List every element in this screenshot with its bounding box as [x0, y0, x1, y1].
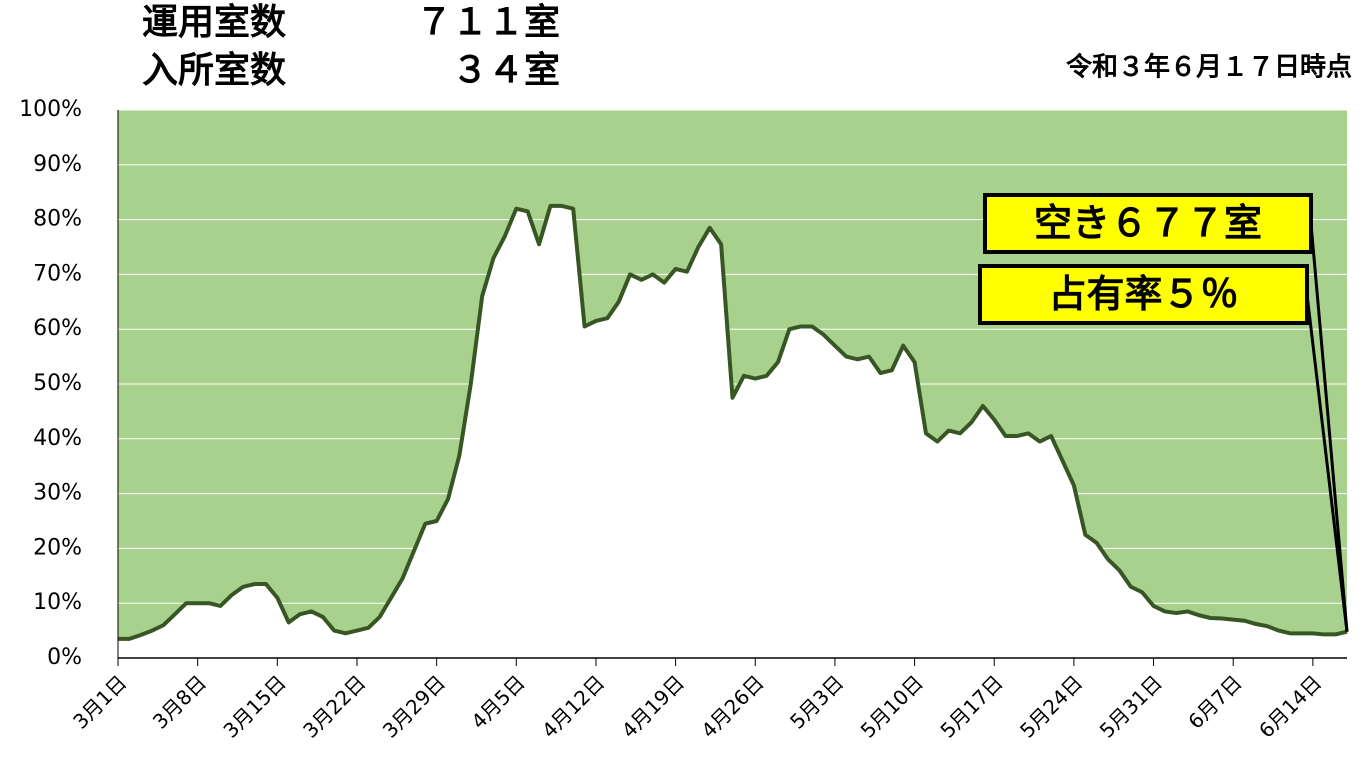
header-label: 運用室数 [142, 2, 286, 43]
x-tick-label: 6月7日 [1183, 670, 1246, 733]
annotation: 占有率５％ [1048, 272, 1238, 316]
y-tick-label: 30% [33, 481, 82, 506]
y-tick-label: 100% [19, 97, 82, 122]
x-tick-label: 4月19日 [617, 670, 689, 742]
y-tick-label: 80% [33, 207, 82, 232]
y-tick-label: 60% [33, 316, 82, 341]
x-tick-label: 6月14日 [1254, 670, 1326, 742]
x-tick-label: 4月5日 [466, 670, 529, 733]
annotation: 空き６７７室 [1034, 201, 1262, 245]
y-tick-label: 70% [33, 261, 82, 286]
annotation-box [978, 264, 1309, 325]
x-tick-label: 4月26日 [696, 670, 768, 742]
x-tick-label: 5月31日 [1095, 670, 1167, 742]
x-tick-label: 5月10日 [856, 670, 928, 742]
y-tick-label: 40% [33, 426, 82, 451]
header-value: ３４室 [452, 50, 560, 91]
y-tick-label: 50% [33, 371, 82, 396]
x-tick-label: 5月24日 [1015, 670, 1087, 742]
y-tick-label: 90% [33, 152, 82, 177]
x-tick-label: 3月15日 [218, 670, 290, 742]
x-tick-label: 3月22日 [298, 670, 370, 742]
x-tick-label: 5月17日 [935, 670, 1007, 742]
y-tick-label: 10% [33, 590, 82, 615]
x-tick-label: 5月3日 [785, 670, 848, 733]
area-fill [118, 205, 1347, 658]
y-tick-label: 0% [47, 645, 82, 670]
leader-line [1305, 294, 1349, 632]
leader-line [1309, 223, 1349, 632]
subtitle: 令和３年６月１７日時点 [1066, 52, 1352, 83]
x-tick-label: 4月12日 [537, 670, 609, 742]
x-tick-label: 3月8日 [148, 670, 211, 733]
x-tick-label: 3月1日 [68, 670, 131, 733]
x-tick-label: 3月29日 [378, 670, 450, 742]
header-value: ７１１室 [416, 2, 560, 43]
line [118, 203, 1348, 641]
y-tick-label: 20% [33, 535, 82, 560]
annotation-box [983, 193, 1313, 254]
header-label: 入所室数 [142, 50, 286, 91]
